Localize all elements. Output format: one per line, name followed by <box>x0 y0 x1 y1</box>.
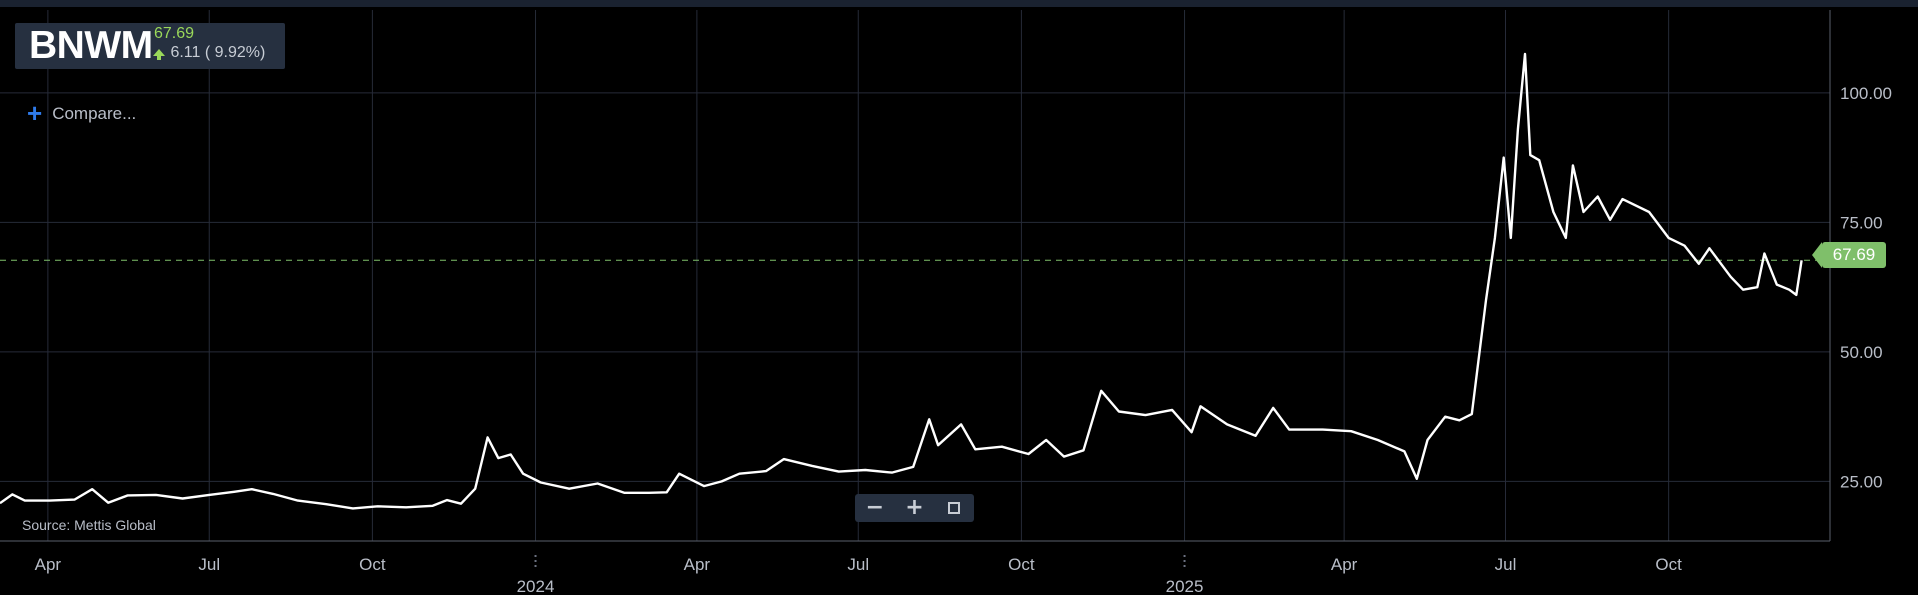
x-tick-label: Apr <box>35 555 62 574</box>
ticker-box: BNWM 67.69 6.11 ( 9.92%) <box>15 23 285 69</box>
last-price-tag: 67.69 <box>1812 242 1886 268</box>
zoom-in-button[interactable]: + <box>905 495 924 520</box>
x-tick-label: Oct <box>1008 555 1035 574</box>
ticker-price: 67.69 <box>154 25 195 42</box>
year-label: 2025 <box>1166 577 1204 595</box>
year-tick-dot <box>534 565 537 567</box>
y-tick-label: 75.00 <box>1840 213 1883 232</box>
top-bar <box>0 0 1918 7</box>
change-percent: ( 9.92%) <box>204 44 266 61</box>
x-tick-label: Jul <box>198 555 220 574</box>
year-tick-dot <box>1183 560 1186 562</box>
ticker-symbol: BNWM <box>29 24 153 67</box>
compare-label: Compare... <box>52 104 137 123</box>
axis-layer: 25.00 50.00 75.00 100.00 Apr Jul Oct 2024 Apr Jul… <box>0 10 1892 595</box>
plus-icon: + <box>27 98 43 128</box>
x-tick-label: Apr <box>1331 555 1358 574</box>
year-tick-dot <box>534 560 537 562</box>
x-tick-label: Jul <box>1495 555 1517 574</box>
y-tick-label: 50.00 <box>1840 343 1883 362</box>
zoom-out-button[interactable]: − <box>865 495 885 520</box>
fullscreen-icon[interactable] <box>948 502 961 514</box>
y-tick-label: 100.00 <box>1840 84 1892 103</box>
year-tick-dot <box>1183 555 1186 557</box>
arrow-up-icon <box>153 49 165 60</box>
year-tick-dot <box>534 555 537 557</box>
price-series-line[interactable] <box>0 52 1803 510</box>
x-tick-label: Oct <box>359 555 386 574</box>
year-label: 2024 <box>517 577 555 595</box>
ticker-change: 6.11 ( 9.92%) <box>153 44 265 62</box>
x-tick-label: Apr <box>684 555 711 574</box>
zoom-controls: − + <box>855 494 974 522</box>
x-tick-label: Oct <box>1655 555 1682 574</box>
compare-button[interactable]: + Compare... <box>27 98 136 129</box>
y-tick-label: 25.00 <box>1840 472 1883 491</box>
change-value: 6.11 <box>170 44 201 61</box>
source-label: Source: Mettis Global <box>22 517 156 533</box>
year-tick-dot <box>1183 565 1186 567</box>
x-tick-label: Jul <box>847 555 869 574</box>
